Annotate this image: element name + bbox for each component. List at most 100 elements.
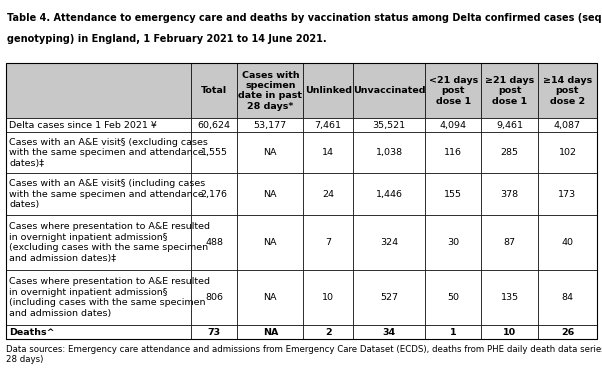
Bar — [538, 118, 597, 132]
Text: 26: 26 — [561, 327, 574, 337]
Bar — [482, 118, 538, 132]
Bar — [425, 63, 482, 118]
Text: 7,461: 7,461 — [315, 121, 342, 130]
Bar — [425, 132, 482, 173]
Bar — [303, 118, 353, 132]
Bar — [303, 215, 353, 270]
Bar — [425, 325, 482, 339]
Bar — [353, 215, 425, 270]
Text: 2: 2 — [325, 327, 332, 337]
Bar — [191, 325, 237, 339]
Text: 87: 87 — [504, 238, 515, 247]
Bar — [303, 132, 353, 173]
Bar — [303, 173, 353, 215]
Text: 4,087: 4,087 — [554, 121, 581, 130]
Text: <21 days
post
dose 1: <21 days post dose 1 — [429, 76, 478, 106]
Bar — [6, 63, 597, 339]
Text: 135: 135 — [500, 293, 519, 302]
Text: NA: NA — [264, 293, 277, 302]
Text: ≥14 days
post
dose 2: ≥14 days post dose 2 — [543, 76, 592, 106]
Text: 1,446: 1,446 — [376, 190, 403, 199]
Text: 9,461: 9,461 — [496, 121, 523, 130]
Bar — [237, 325, 303, 339]
Text: 24: 24 — [322, 190, 334, 199]
Bar — [303, 63, 353, 118]
Text: 60,624: 60,624 — [197, 121, 231, 130]
Bar — [237, 118, 303, 132]
Text: 50: 50 — [447, 293, 459, 302]
Bar — [303, 270, 353, 325]
Bar — [353, 63, 425, 118]
Text: 285: 285 — [501, 148, 518, 157]
Text: 806: 806 — [205, 293, 223, 302]
Text: 2,176: 2,176 — [200, 190, 228, 199]
Text: Cases with an A&E visit§ (excluding cases
with the same specimen and attendance
: Cases with an A&E visit§ (excluding case… — [9, 138, 208, 168]
Text: Data sources: Emergency care attendance and admissions from Emergency Care Datas: Data sources: Emergency care attendance … — [6, 345, 602, 364]
Bar — [237, 63, 303, 118]
Bar — [482, 270, 538, 325]
Text: 35,521: 35,521 — [373, 121, 406, 130]
Text: NA: NA — [264, 148, 277, 157]
Text: 173: 173 — [559, 190, 577, 199]
Text: 30: 30 — [447, 238, 459, 247]
Bar — [482, 132, 538, 173]
Bar — [191, 173, 237, 215]
Text: 1: 1 — [450, 327, 456, 337]
Text: 10: 10 — [503, 327, 516, 337]
Text: 7: 7 — [325, 238, 331, 247]
Text: NA: NA — [262, 327, 278, 337]
Text: Cases with
specimen
date in past
28 days*: Cases with specimen date in past 28 days… — [238, 71, 302, 111]
Bar — [538, 270, 597, 325]
Bar — [538, 132, 597, 173]
Bar — [191, 215, 237, 270]
Bar — [353, 118, 425, 132]
Bar — [6, 270, 191, 325]
Bar — [482, 63, 538, 118]
Text: 527: 527 — [380, 293, 398, 302]
Bar — [6, 118, 191, 132]
Text: Unvaccinated: Unvaccinated — [353, 86, 426, 95]
Bar — [353, 325, 425, 339]
Bar — [425, 173, 482, 215]
Bar — [237, 132, 303, 173]
Bar — [6, 215, 191, 270]
Text: 34: 34 — [383, 327, 396, 337]
Bar — [191, 132, 237, 173]
Bar — [538, 215, 597, 270]
Bar — [482, 173, 538, 215]
Bar — [425, 118, 482, 132]
Text: 84: 84 — [562, 293, 574, 302]
Text: ≥21 days
post
dose 1: ≥21 days post dose 1 — [485, 76, 534, 106]
Bar — [6, 132, 191, 173]
Text: Cases where presentation to A&E resulted
in overnight inpatient admission§
(excl: Cases where presentation to A&E resulted… — [9, 223, 210, 262]
Text: 40: 40 — [562, 238, 574, 247]
Text: 155: 155 — [444, 190, 462, 199]
Bar — [6, 325, 191, 339]
Bar — [425, 270, 482, 325]
Bar — [353, 132, 425, 173]
Text: 324: 324 — [380, 238, 399, 247]
Text: Cases with an A&E visit§ (including cases
with the same specimen and attendance
: Cases with an A&E visit§ (including case… — [9, 179, 205, 209]
Text: genotyping) in England, 1 February 2021 to 14 June 2021.: genotyping) in England, 1 February 2021 … — [7, 34, 327, 44]
Bar — [237, 270, 303, 325]
Bar — [482, 325, 538, 339]
Text: Total: Total — [201, 86, 227, 95]
Text: 488: 488 — [205, 238, 223, 247]
Text: 73: 73 — [208, 327, 220, 337]
Text: 102: 102 — [559, 148, 577, 157]
Text: 116: 116 — [444, 148, 462, 157]
Text: 53,177: 53,177 — [254, 121, 287, 130]
Bar — [6, 173, 191, 215]
Text: 14: 14 — [322, 148, 334, 157]
Bar — [425, 215, 482, 270]
Bar — [353, 173, 425, 215]
Bar — [237, 215, 303, 270]
Text: Table 4. Attendance to emergency care and deaths by vaccination status among Del: Table 4. Attendance to emergency care an… — [7, 13, 602, 23]
Bar — [191, 63, 237, 118]
Text: NA: NA — [264, 238, 277, 247]
Text: 10: 10 — [322, 293, 334, 302]
Text: 378: 378 — [500, 190, 519, 199]
Bar — [538, 325, 597, 339]
Bar — [237, 173, 303, 215]
Text: 1,038: 1,038 — [376, 148, 403, 157]
